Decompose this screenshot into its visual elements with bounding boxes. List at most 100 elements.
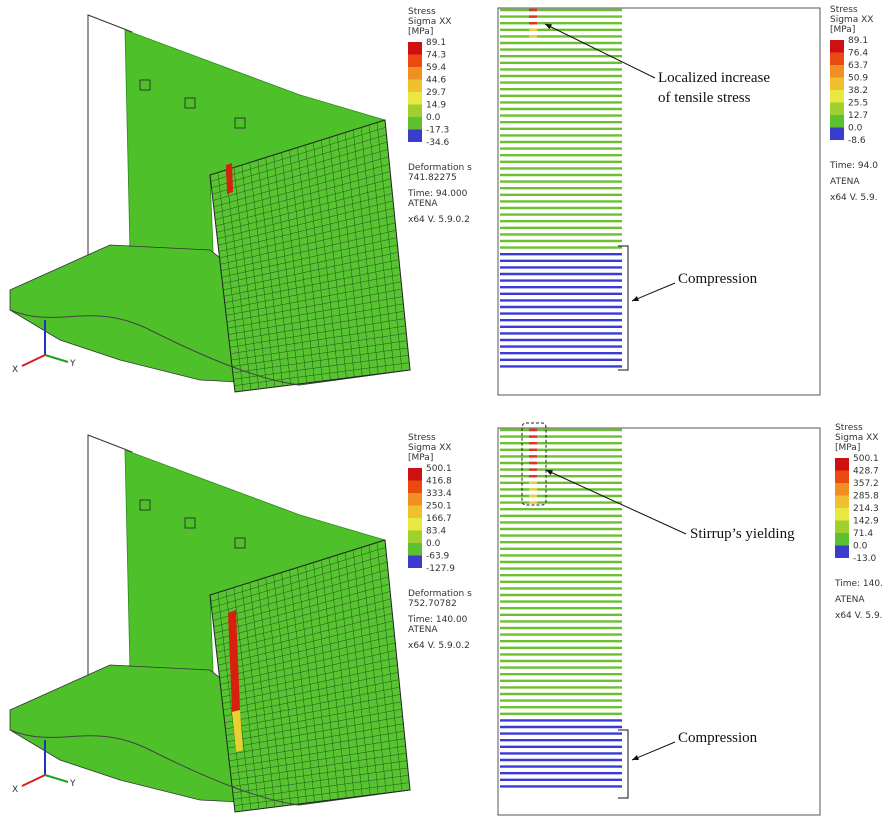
annotation: Localized increase <box>658 70 770 86</box>
legend-title: [MPa] <box>835 443 860 453</box>
legend-label: 29.7 <box>426 88 446 98</box>
legend-label: 14.9 <box>426 101 446 111</box>
model-view: XY <box>10 435 410 812</box>
legend-label: -127.9 <box>426 564 455 574</box>
info-text: Time: 94.000 <box>407 189 468 199</box>
legend-label: 25.5 <box>848 99 868 109</box>
annotation: of tensile stress <box>658 90 751 106</box>
axis-x <box>22 355 45 366</box>
legend-label: 416.8 <box>426 477 452 487</box>
legend-title: [MPa] <box>830 25 855 35</box>
info-text: Time: 140. <box>834 579 883 589</box>
legend-title: Sigma XX <box>408 443 451 453</box>
legend-swatch <box>408 55 422 68</box>
legend-swatch <box>408 543 422 556</box>
legend-title: Stress <box>408 7 436 17</box>
legend-label: 214.3 <box>853 504 879 514</box>
section-view: Localized increase of tensile stress Compr… <box>498 8 820 395</box>
info-text: Deformation s <box>408 163 472 173</box>
legend-swatch <box>835 471 849 484</box>
info-text: 752.70782 <box>408 599 457 609</box>
info-text: x64 V. 5.9. <box>830 193 878 203</box>
legend-swatch <box>408 531 422 544</box>
legend-label: 38.2 <box>848 86 868 96</box>
legend-label: 89.1 <box>848 36 868 46</box>
legend-label: 89.1 <box>426 38 446 48</box>
info-text: Deformation s <box>408 589 472 599</box>
info-text: x64 V. 5.9. <box>835 611 883 621</box>
legend-swatch <box>408 493 422 506</box>
legend-title: Stress <box>835 423 863 433</box>
legend-swatch <box>408 506 422 519</box>
legend-swatch <box>835 483 849 496</box>
info-text: Time: 94.0 <box>829 161 878 171</box>
legend-label: 250.1 <box>426 502 452 512</box>
legend-title: [MPa] <box>408 27 433 37</box>
legend-swatch <box>408 468 422 481</box>
axis-label: Y <box>69 779 76 789</box>
legend-title: Stress <box>408 433 436 443</box>
legend-title: [MPa] <box>408 453 433 463</box>
legend-swatch <box>408 80 422 93</box>
legend-title: Stress <box>830 5 858 15</box>
model-view: XY <box>10 15 410 392</box>
legend-swatch <box>830 78 844 91</box>
legend-swatch <box>835 458 849 471</box>
info-text: x64 V. 5.9.0.2 <box>408 215 470 225</box>
info-text: x64 V. 5.9.0.2 <box>408 641 470 651</box>
figure: XYStressSigma XX[MPa]89.174.359.444.629.… <box>0 0 889 823</box>
annotation: Compression <box>678 730 758 746</box>
legend-swatch <box>835 533 849 546</box>
legend-swatch <box>830 53 844 66</box>
info-text: ATENA <box>835 595 865 605</box>
legend-swatch <box>830 128 844 141</box>
annotation: Compression <box>678 271 758 287</box>
legend-swatch <box>830 40 844 53</box>
legend-label: 428.7 <box>853 467 879 477</box>
legend-swatch <box>835 521 849 534</box>
legend-swatch <box>830 65 844 78</box>
legend-swatch <box>408 556 422 569</box>
info-text: Time: 140.00 <box>407 615 468 625</box>
legend-title: Sigma XX <box>830 15 873 25</box>
axis-label: X <box>12 785 18 795</box>
legend-label: -63.9 <box>426 552 450 562</box>
legend-swatch <box>830 90 844 103</box>
legend-swatch <box>408 105 422 118</box>
axis-y <box>45 355 68 362</box>
axis-y <box>45 775 68 782</box>
legend-label: 357.2 <box>853 479 879 489</box>
legend-swatch <box>408 481 422 494</box>
legend-swatch <box>835 546 849 559</box>
legend-label: 12.7 <box>848 111 868 121</box>
legend-swatch <box>830 103 844 116</box>
legend-label: 0.0 <box>848 124 863 134</box>
axis-label: X <box>12 365 18 375</box>
legend-label: 285.8 <box>853 492 879 502</box>
legend-label: 0.0 <box>853 542 868 552</box>
legend-label: 500.1 <box>426 464 452 474</box>
legend-swatch <box>830 115 844 128</box>
legend-label: 44.6 <box>426 76 446 86</box>
section-view: Stirrup’s yielding Compression <box>498 423 820 815</box>
legend-label: 142.9 <box>853 517 879 527</box>
info-text: ATENA <box>408 199 438 209</box>
annotation: Stirrup’s yielding <box>690 526 795 542</box>
legend-label: 166.7 <box>426 514 452 524</box>
legend-label: -13.0 <box>853 554 877 564</box>
info-text: ATENA <box>408 625 438 635</box>
legend-swatch <box>408 117 422 130</box>
legend-label: 74.3 <box>426 51 446 61</box>
info-text: ATENA <box>830 177 860 187</box>
legend-label: -8.6 <box>848 136 866 146</box>
legend-swatch <box>408 67 422 80</box>
legend-swatch <box>835 508 849 521</box>
legend-label: 0.0 <box>426 113 441 123</box>
legend-swatch <box>408 130 422 143</box>
legend-label: -17.3 <box>426 126 449 136</box>
legend-label: -34.6 <box>426 138 450 148</box>
legend-title: Sigma XX <box>408 17 451 27</box>
legend-label: 83.4 <box>426 527 446 537</box>
axis-x <box>22 775 45 786</box>
crack-zone <box>226 163 233 194</box>
